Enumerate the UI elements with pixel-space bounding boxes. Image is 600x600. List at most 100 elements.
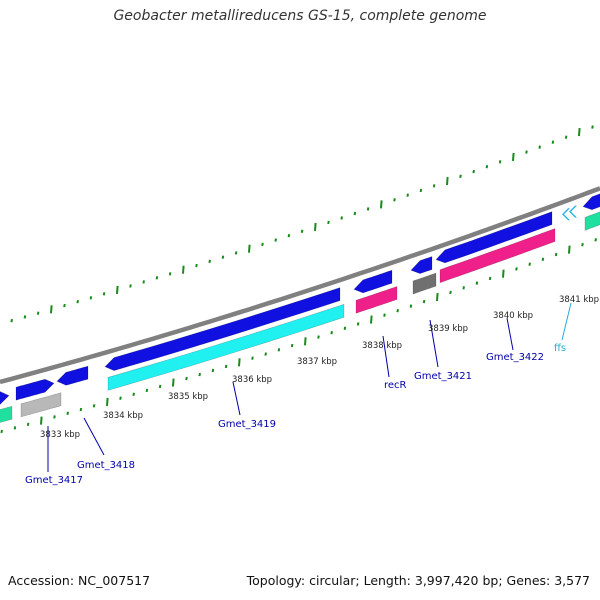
outer-tick [221,255,225,259]
outer-tick [155,276,159,280]
gene-label-gmet-3417[interactable]: Gmet_3417 [25,475,83,486]
inner-tick [132,392,135,396]
inner-tick [211,368,215,373]
inner-tick [475,281,479,285]
outer-tick [472,169,475,174]
gene-label-gmet-3421[interactable]: Gmet_3421 [414,371,472,382]
rrna-bar [439,228,556,284]
inner-tick [330,331,333,335]
label-leader-line [506,317,514,351]
outer-tick [538,145,541,149]
gene-label-ffs[interactable]: ffs [554,343,566,354]
inner-tick [238,358,241,367]
kbp-tick-label: 3836 kbp [232,375,272,385]
inner-tick [396,308,399,313]
label-leader-lines [47,302,572,472]
inner-tick [594,238,597,242]
inner-tick [383,313,386,317]
cds-arrow [104,287,341,371]
outer-tick [63,303,66,308]
outer-tick [168,272,172,276]
inner-tick [92,404,96,408]
inner-tick [185,376,188,381]
kbp-tick-label: 3839 kbp [428,324,468,334]
inner-tick [304,337,307,346]
cds-arrow [15,378,55,401]
gene-label-gmet-3418[interactable]: Gmet_3418 [77,460,135,471]
inner-tick [106,397,109,407]
inner-tick [541,257,545,262]
cds-arrow [435,211,553,264]
inner-tick [462,286,465,290]
outer-tick [208,259,211,264]
inner-tick [343,326,347,331]
outer-tick [287,234,291,238]
cds-arrow [582,193,600,211]
map-title: Geobacter metallireducens GS-15, complet… [113,8,487,24]
cds-arrow [56,365,89,386]
kbp-tick-label: 3838 kbp [362,341,402,351]
rrna-bar [355,286,398,314]
outer-tick [591,125,594,129]
outer-tick [406,193,409,197]
outer-tick [340,216,343,220]
outer-tick [327,220,330,225]
cds-arrow [0,391,10,405]
accession-text: Accession: NC_007517 [8,573,151,588]
inner-tick [198,372,201,377]
outer-tick-ring [10,125,594,323]
backbone-line [0,186,600,385]
inner-tick [488,276,492,281]
inner-tick [0,429,3,434]
kbp-tick-label: 3833 kbp [40,430,80,440]
misc-bar [584,211,600,231]
inner-tick [277,348,281,352]
inner-tick [224,364,228,369]
outer-tick [50,305,53,314]
backbone-track [0,186,600,385]
inner-tick [264,352,267,356]
outer-tick [380,200,383,209]
gene-label-gmet-3422[interactable]: Gmet_3422 [486,352,544,363]
outer-tick [459,174,462,179]
outer-tick [195,263,198,268]
outer-tick [129,284,132,288]
inner-tick-ring [0,238,597,434]
inner-tick [13,426,17,430]
inner-tick [145,388,149,393]
outer-tick [116,285,119,294]
outer-tick [353,211,357,216]
inner-tick [290,343,294,348]
pseudo-bar [20,392,62,418]
feature-track [0,193,600,423]
outer-tick [498,160,502,164]
kbp-tick-label: 3840 kbp [493,311,533,321]
outer-tick [261,242,264,247]
rna-chevron [569,205,577,218]
inner-tick [53,415,56,419]
inner-tick [79,407,83,412]
gene-label-gmet-3419[interactable]: Gmet_3419 [218,419,276,430]
inner-tick [436,292,439,302]
outer-tick [551,140,555,144]
label-leader-line [429,319,439,368]
genome-summary-text: Topology: circular; Length: 3,997,420 bp… [246,573,590,588]
label-leader-line [382,335,390,378]
outer-tick [76,299,79,304]
misc-bar [0,405,13,423]
outer-tick [182,265,185,274]
label-leader-line [232,381,241,416]
inner-tick [409,304,413,308]
outer-tick [485,165,489,169]
inner-tick [568,245,571,254]
outer-tick [393,198,396,202]
inner-tick [502,269,505,278]
inner-tick [119,396,122,400]
gene-label-recr[interactable]: recR [384,380,407,391]
inner-tick [370,315,373,324]
rna-chevron [562,208,570,221]
outer-tick [366,207,370,211]
inner-tick [528,262,531,266]
